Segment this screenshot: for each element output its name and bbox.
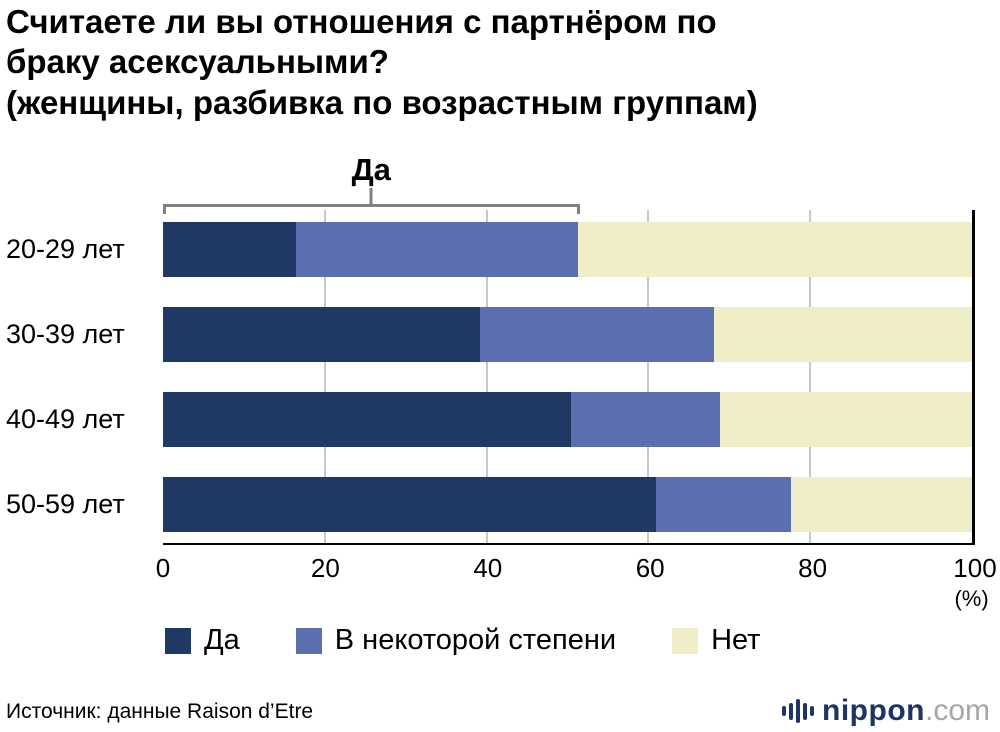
annotation-bracket: Да: [163, 152, 580, 214]
logo-bar: [803, 702, 808, 720]
legend-item: Да: [165, 624, 240, 657]
legend-label: Да: [204, 624, 240, 656]
gridline: [485, 210, 488, 543]
bar-row: [163, 222, 972, 277]
annotation-line: [163, 204, 580, 214]
category-labels: 20-29 лет 30-39 лет 40-49 лет 50-59 лет: [6, 210, 158, 545]
legend-label: Нет: [711, 624, 761, 656]
annotation-stem: [369, 188, 373, 204]
legend-item: Нет: [672, 624, 760, 657]
nippon-logo: nippon.com: [782, 694, 990, 728]
source-note: Источник: данные Raison d’Etre: [6, 700, 314, 723]
category-label: 40-49 лет: [6, 404, 125, 434]
legend-label: В некоторой степени: [334, 624, 617, 656]
legend: Да В некоторой степени Нет: [165, 624, 760, 657]
bar-segment: [480, 307, 714, 362]
x-tick-label: 100: [953, 553, 997, 583]
x-tick-label: 40: [473, 553, 503, 583]
legend-swatch: [672, 627, 699, 654]
legend-swatch: [295, 627, 322, 654]
bar-segment: [163, 307, 481, 362]
bar-segment: [719, 392, 972, 447]
bar-segment: [570, 392, 720, 447]
gridline: [323, 210, 326, 543]
brand-wordmark: nippon.com: [822, 694, 990, 728]
nippon-logo-icon: [782, 699, 815, 723]
chart-title-line-1: Считаете ли вы отношения с партнёром по: [6, 3, 717, 40]
x-tick-label: 20: [310, 553, 340, 583]
category-label: 50-59 лет: [6, 489, 125, 519]
legend-swatch: [165, 627, 191, 654]
brand-tld: .com: [924, 694, 990, 727]
bar-segment: [790, 477, 972, 532]
bar-segment: [163, 222, 296, 277]
x-tick-label: 0: [155, 553, 171, 583]
category-label: 20-29 лет: [6, 234, 125, 264]
bar-row: [163, 392, 972, 447]
bar-rows: [163, 210, 972, 543]
gridline: [809, 210, 812, 543]
chart-title-line-2: браку асексуальными?: [6, 43, 389, 81]
bar-segment: [295, 222, 578, 277]
logo-bar: [796, 699, 801, 723]
bar-row: [163, 307, 972, 362]
plot-region: [163, 210, 975, 545]
gridline: [647, 210, 650, 543]
x-tick-label: 60: [635, 553, 665, 583]
bar-segment: [163, 477, 657, 532]
brand-name: nippon: [822, 694, 925, 727]
bar-segment: [656, 477, 791, 532]
chart-title: Считаете ли вы отношения с партнёром по …: [6, 2, 758, 123]
bar-segment: [713, 307, 972, 362]
bar-segment: [578, 222, 972, 277]
chart-title-line-3: (женщины, разбивка по возрастным группам…: [6, 83, 758, 121]
annotation-label: Да: [351, 152, 391, 187]
annotation-area: Да: [163, 152, 975, 214]
x-axis: (%) 0 20 40 60 80 100: [156, 553, 997, 623]
logo-bar: [789, 702, 794, 720]
x-unit-label: (%): [954, 586, 989, 611]
bar-row: [163, 477, 972, 532]
bar-segment: [163, 392, 571, 447]
legend-item: В некоторой степени: [295, 624, 617, 657]
x-tick-label: 80: [798, 553, 828, 583]
logo-bar: [810, 706, 815, 716]
category-label: 30-39 лет: [6, 319, 125, 349]
logo-bar: [782, 706, 787, 716]
